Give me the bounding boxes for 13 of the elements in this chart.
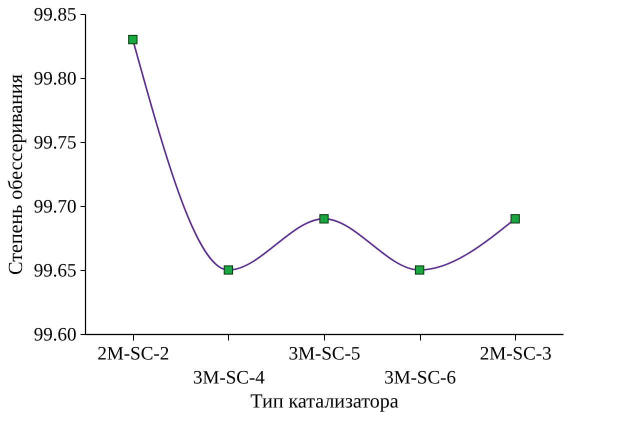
y-tick-label: 99.70 [34,196,76,218]
x-tick-label: 2M-SC-2 [97,344,170,364]
x-tick-label: 2M-SC-3 [480,344,552,364]
y-tick-label: 99.65 [34,260,76,282]
y-tick-label: 99.80 [34,68,76,90]
x-tick-label: 3M-SC-5 [288,344,360,364]
x-axis-title: Тип катализатора [250,390,399,412]
y-axis-title: Степень обессеривания [4,74,27,275]
y-tick-label: 99.85 [34,4,76,26]
x-tick-label: 3M-SC-6 [384,368,456,388]
y-tick-label: 99.75 [34,132,76,154]
x-tick-label: 3M-SC-4 [193,368,266,388]
y-tick-label: 99.60 [34,324,76,346]
